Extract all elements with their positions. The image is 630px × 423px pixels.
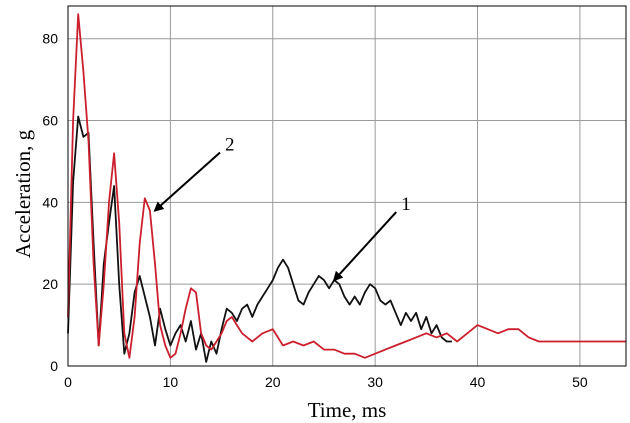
x-tick-label: 40 [470,374,486,390]
x-tick-label: 10 [163,374,179,390]
series-layer [67,13,626,363]
tick-label-layer: 0 10 20 30 40 50 0 20 40 60 80 [42,31,588,390]
grid-lines [68,6,626,366]
y-axis-label: Acceleration, g [11,129,35,258]
y-tick-label: 80 [42,31,58,47]
x-tick-label: 50 [572,374,588,390]
x-tick-label: 0 [64,374,72,390]
y-tick-label: 20 [42,276,58,292]
plot-frame [67,5,627,367]
annotation-1-arrow [332,211,397,282]
y-tick-label: 40 [42,194,58,210]
series-2-line [67,13,626,359]
x-tick-label: 30 [367,374,383,390]
y-tick-label: 60 [42,113,58,129]
annotation-2-arrow [153,151,221,212]
annotation-1-label: 1 [401,194,411,215]
y-tick-label: 0 [50,358,58,374]
x-axis-label: Time, ms [308,398,387,422]
annotation-2-label: 2 [225,135,235,156]
x-tick-label: 20 [265,374,281,390]
series-1-line [67,115,452,363]
annotation-layer: 12 [153,135,411,282]
